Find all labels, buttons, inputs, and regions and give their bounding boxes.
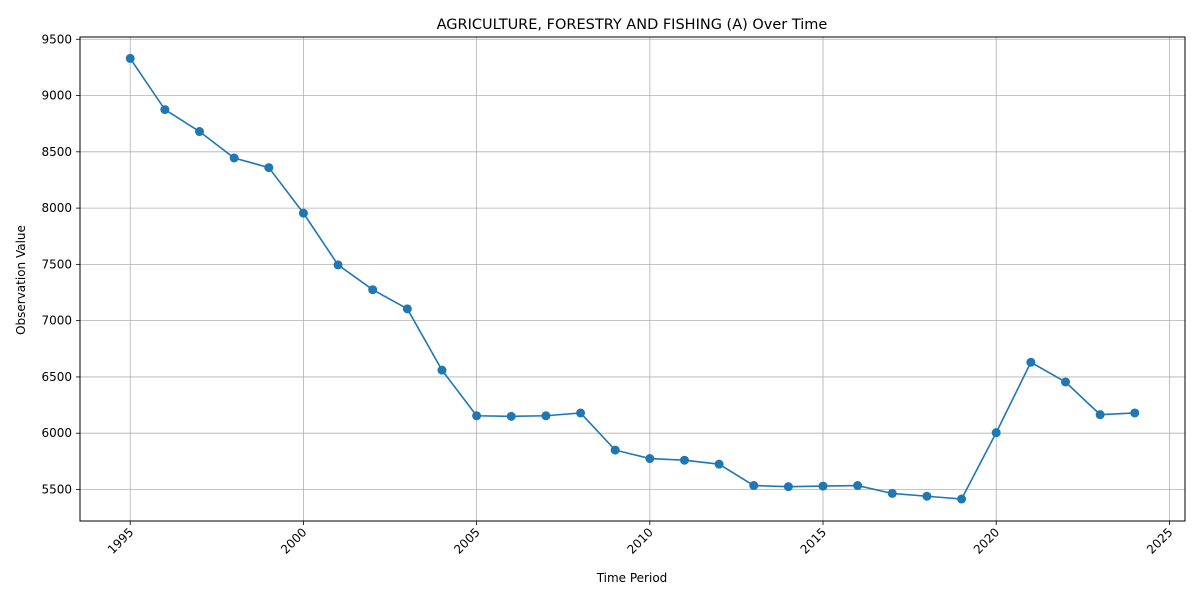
y-tick-label: 8000 <box>41 201 72 215</box>
y-tick-label: 9500 <box>41 32 72 46</box>
data-point <box>818 481 828 491</box>
y-tick-label: 5500 <box>41 482 72 496</box>
data-point <box>749 481 759 491</box>
data-point <box>298 208 308 218</box>
y-tick-label: 9000 <box>41 89 72 103</box>
data-point <box>402 304 412 314</box>
data-point <box>783 482 793 492</box>
data-point <box>125 53 135 63</box>
data-point <box>1060 377 1070 387</box>
data-point <box>195 127 205 137</box>
data-point <box>887 488 897 498</box>
data-point <box>645 454 655 464</box>
data-point <box>437 365 447 375</box>
y-tick-label: 6000 <box>41 426 72 440</box>
data-point <box>714 459 724 469</box>
series-line <box>129 57 1135 500</box>
y-tick-label: 8500 <box>41 145 72 159</box>
data-point <box>472 411 482 421</box>
data-point <box>264 163 274 173</box>
data-point <box>1026 357 1036 367</box>
data-point <box>1130 408 1140 418</box>
data-point <box>679 455 689 465</box>
data-point <box>922 491 932 501</box>
data-point <box>610 445 620 455</box>
data-point <box>160 105 170 115</box>
data-point <box>506 411 516 421</box>
data-point <box>368 285 378 295</box>
x-axis-label: Time Period <box>596 571 668 585</box>
data-point <box>853 481 863 491</box>
y-axis-label: Observation Value <box>14 225 28 335</box>
y-tick-label: 7000 <box>41 314 72 328</box>
plot-area-frame <box>79 36 1186 522</box>
chart-title: AGRICULTURE, FORESTRY AND FISHING (A) Ov… <box>437 17 828 33</box>
data-point <box>991 428 1001 438</box>
data-point <box>541 411 551 421</box>
data-point <box>1095 410 1105 420</box>
data-point <box>229 153 239 163</box>
data-point <box>576 408 586 418</box>
y-axis-ticks: 5500 6000 6500 7000 7500 8000 8500 9000 9500 <box>41 32 80 496</box>
y-tick-label: 7500 <box>41 257 72 271</box>
grid <box>80 37 1185 521</box>
series-layer <box>125 53 1140 504</box>
data-point <box>333 260 343 270</box>
data-point <box>957 494 967 504</box>
y-tick-label: 6500 <box>41 370 72 384</box>
